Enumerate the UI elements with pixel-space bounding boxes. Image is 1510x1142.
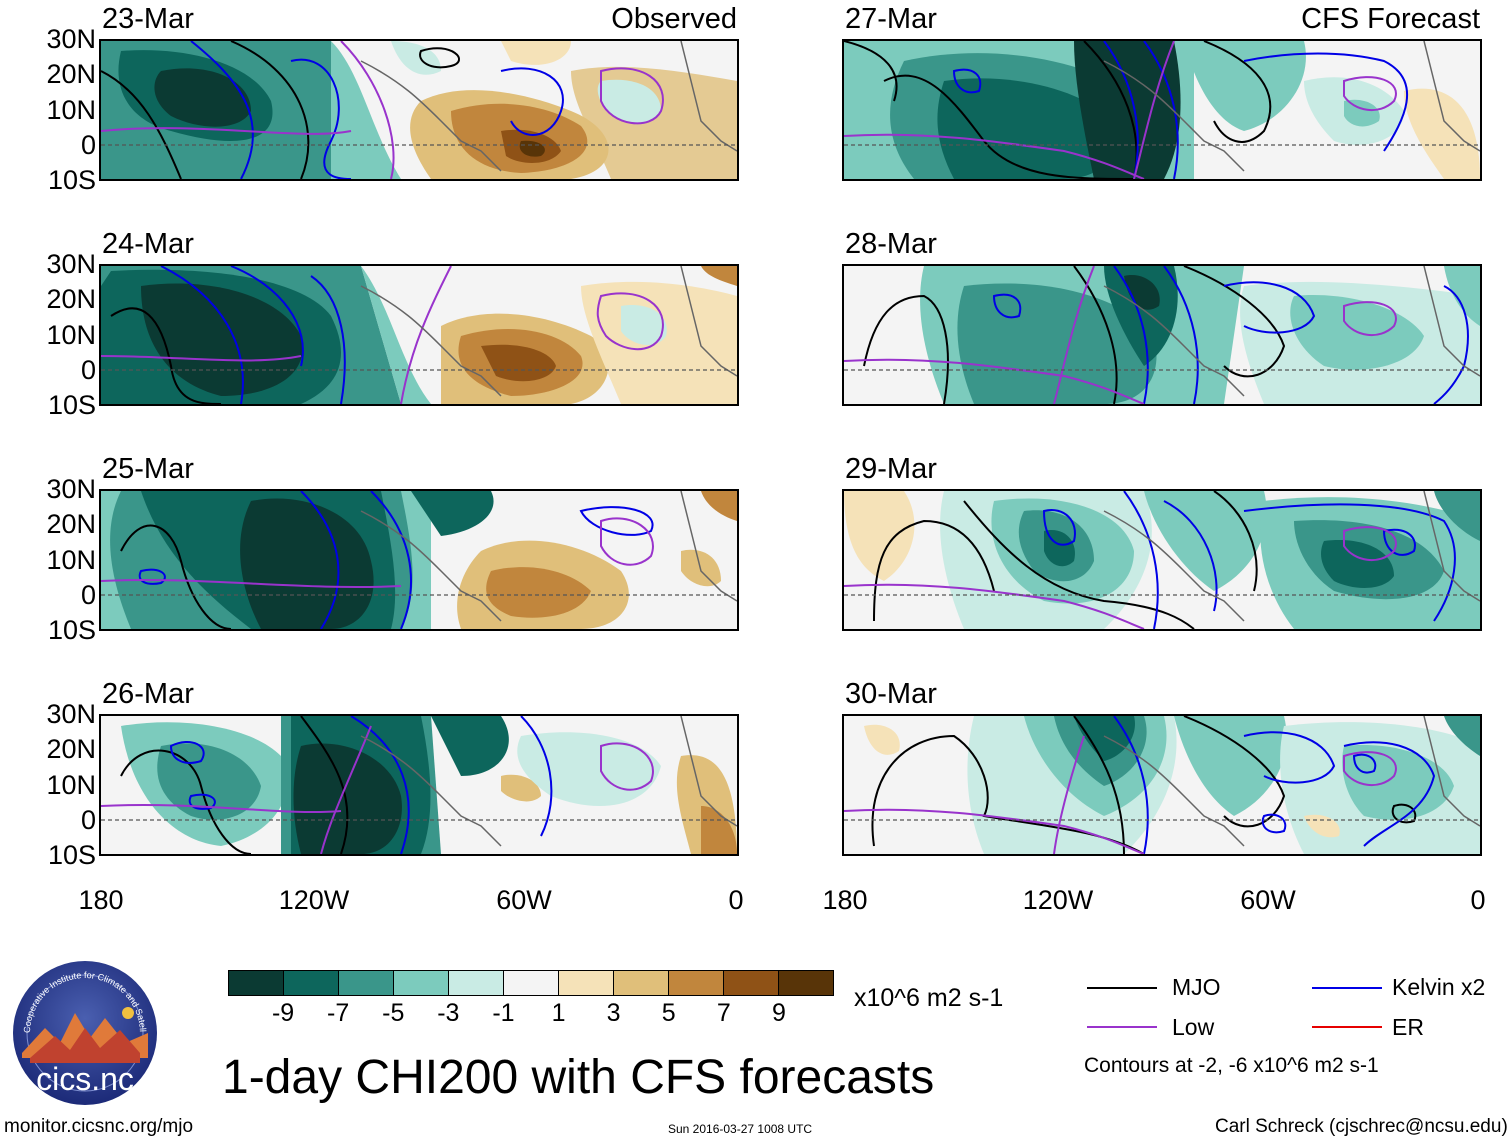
lat-label-row1: 10N — [46, 95, 96, 125]
colorbar-swatch — [504, 971, 559, 995]
panel-date-28mar: 28-Mar — [845, 228, 937, 260]
colorbar-label: -9 — [271, 999, 295, 1027]
colorbar-label: 5 — [661, 999, 676, 1027]
legend-line-low — [1087, 1026, 1157, 1028]
lon-label-180-right: 180 — [822, 885, 868, 915]
colorbar-swatch — [559, 971, 614, 995]
lat-label-row3: 0 — [80, 580, 96, 610]
map-panel-27mar — [842, 39, 1482, 181]
panel-date-23mar: 23-Mar — [102, 3, 194, 35]
colorbar-label: -5 — [382, 999, 405, 1027]
lat-label-row4: 0 — [80, 805, 96, 835]
colorbar-units: x10^6 m2 s-1 — [854, 984, 1004, 1012]
logo-text: cics.nc — [36, 1061, 134, 1097]
lat-label-row2: 10N — [46, 320, 96, 350]
colorbar-swatch — [724, 971, 779, 995]
lat-label-row3: 30N — [46, 474, 96, 504]
panel-date-30mar: 30-Mar — [845, 678, 937, 710]
colorbar — [228, 970, 834, 996]
lat-label-row2: 10S — [47, 390, 96, 420]
panel-date-26mar: 26-Mar — [102, 678, 194, 710]
map-panel-23mar — [99, 39, 739, 181]
colorbar-swatch — [394, 971, 449, 995]
legend: MJO Kelvin x2 Low ER Contours at -2, -6 … — [1084, 974, 1507, 1084]
colorbar-swatch — [229, 971, 284, 995]
lat-label-row1: 10S — [47, 165, 96, 195]
colorbar-label: 7 — [716, 999, 731, 1027]
legend-label-kelvin: Kelvin x2 — [1392, 974, 1486, 1000]
observed-label: Observed — [611, 3, 737, 35]
panel-date-29mar: 29-Mar — [845, 453, 937, 485]
cics-logo: Cooperative Institute for Climate and Sa… — [7, 950, 160, 1108]
colorbar-label: -1 — [492, 999, 515, 1027]
colorbar-swatch — [339, 971, 394, 995]
colorbar-label: -7 — [327, 999, 350, 1027]
figure-title: 1-day CHI200 with CFS forecasts — [222, 1051, 935, 1104]
map-panel-29mar — [842, 489, 1482, 631]
legend-label-er: ER — [1392, 1014, 1424, 1040]
lon-label-60w-left: 60W — [496, 885, 552, 915]
lat-label-row4: 30N — [46, 699, 96, 729]
lat-label-row4: 10S — [47, 840, 96, 870]
legend-line-kelvin — [1312, 987, 1382, 989]
panel-date-25mar: 25-Mar — [102, 453, 194, 485]
lon-label-0-right: 0 — [1470, 885, 1486, 915]
lat-label-row4: 20N — [46, 734, 96, 764]
map-panel-26mar — [99, 714, 739, 856]
lat-label-row3: 10N — [46, 545, 96, 575]
colorbar-swatch — [614, 971, 669, 995]
map-panel-25mar — [99, 489, 739, 631]
lat-label-row2: 0 — [80, 355, 96, 385]
legend-contours: Contours at -2, -6 x10^6 m2 s-1 — [1084, 1054, 1379, 1077]
colorbar-label: -3 — [437, 999, 460, 1027]
colorbar-swatch — [449, 971, 504, 995]
colorbar-swatch — [779, 971, 833, 995]
legend-line-mjo — [1087, 987, 1157, 989]
colorbar-swatch — [284, 971, 339, 995]
lat-label-row3: 20N — [46, 509, 96, 539]
lat-label-row1: 0 — [80, 130, 96, 160]
footer-url[interactable]: monitor.cicsnc.org/mjo — [4, 1116, 194, 1137]
lat-label-row1: 20N — [46, 59, 96, 89]
colorbar-label: 9 — [771, 999, 786, 1027]
lon-label-0-left: 0 — [728, 885, 744, 915]
lon-label-60w-right: 60W — [1240, 885, 1296, 915]
legend-line-er — [1312, 1026, 1382, 1028]
colorbar-label: 1 — [551, 999, 566, 1027]
lon-label-120w-left: 120W — [278, 885, 350, 915]
colorbar-swatch — [669, 971, 724, 995]
panel-date-27mar: 27-Mar — [845, 3, 937, 35]
colorbar-label: 3 — [606, 999, 621, 1027]
lon-label-120w-right: 120W — [1022, 885, 1094, 915]
footer-author: Carl Schreck (cjschrec@ncsu.edu) — [1215, 1116, 1508, 1137]
map-panel-24mar — [99, 264, 739, 406]
lat-label-row2: 20N — [46, 284, 96, 314]
legend-label-low: Low — [1172, 1014, 1215, 1040]
cfs-forecast-label: CFS Forecast — [1301, 3, 1480, 35]
footer-timestamp: Sun 2016-03-27 1008 UTC — [668, 1122, 813, 1136]
legend-label-mjo: MJO — [1172, 974, 1221, 1000]
lat-label-row1: 30N — [46, 24, 96, 54]
lat-label-row2: 30N — [46, 249, 96, 279]
map-panel-28mar — [842, 264, 1482, 406]
lat-label-row4: 10N — [46, 770, 96, 800]
lat-label-row3: 10S — [47, 615, 96, 645]
lon-label-180-left: 180 — [78, 885, 124, 915]
map-panel-30mar — [842, 714, 1482, 856]
panel-date-24mar: 24-Mar — [102, 228, 194, 260]
